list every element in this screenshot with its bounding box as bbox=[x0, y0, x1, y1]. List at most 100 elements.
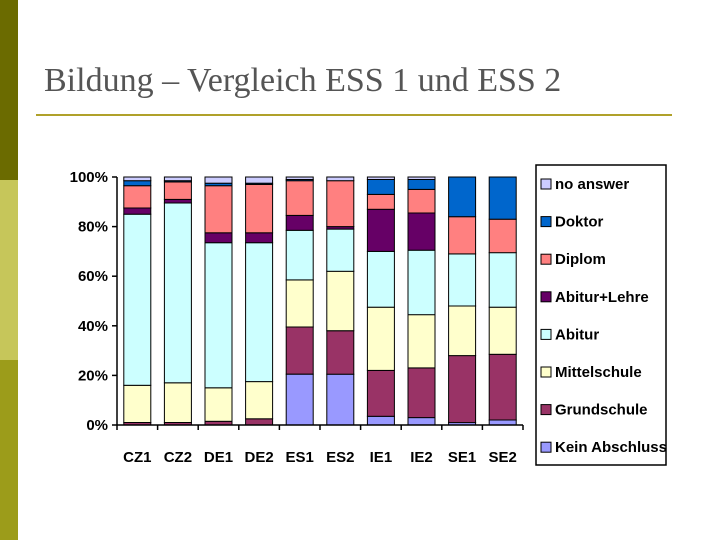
bar-se2-mittelschule bbox=[488, 306, 517, 355]
bar-es1-kein-abschluss bbox=[285, 373, 314, 426]
bar-cz1-mittelschule bbox=[123, 384, 152, 423]
bar-ie1-doktor bbox=[366, 179, 395, 195]
bar-es2-no-answer bbox=[326, 176, 355, 182]
bar-ie1-mittelschule bbox=[366, 306, 395, 371]
title-underline bbox=[36, 114, 672, 116]
y-tick-label: 100% bbox=[70, 169, 108, 186]
bar-se1-abitur bbox=[448, 253, 477, 307]
slide-title: Bildung – Vergleich ESS 1 und ESS 2 bbox=[44, 62, 562, 99]
bar-cz1-abitur-lehre bbox=[123, 207, 152, 215]
y-axis: 0% 20% 40% 60% 80% 100% bbox=[70, 169, 118, 434]
y-tick-label: 0% bbox=[86, 417, 108, 434]
legend-swatch-kein-abschluss bbox=[540, 441, 552, 453]
y-tick-label: 40% bbox=[78, 318, 108, 335]
bar-de1-abitur-lehre bbox=[204, 232, 233, 244]
x-tick-label-ie2: IE2 bbox=[410, 449, 433, 466]
x-tick-label-se2: SE2 bbox=[489, 449, 517, 466]
bar-cz1-doktor bbox=[123, 180, 152, 187]
legend-swatch-doktor bbox=[540, 216, 552, 228]
bar-cz2-diplom bbox=[163, 181, 192, 200]
legend-label-abitur-lehre: Abitur+Lehre bbox=[555, 289, 649, 306]
bar-ie1-kein-abschluss bbox=[366, 415, 395, 426]
x-tick-label-ie1: IE1 bbox=[370, 449, 393, 466]
bar-ie2-diplom bbox=[407, 188, 436, 214]
bar-de1-abitur bbox=[204, 242, 233, 389]
legend: no answer Doktor Diplom Abitur+Lehre Abitur M… bbox=[535, 164, 667, 466]
y-tick-label: 20% bbox=[78, 367, 108, 384]
x-tick-label-es1: ES1 bbox=[286, 449, 314, 466]
legend-swatch-abitur bbox=[540, 328, 552, 340]
bar-ie1-no-answer bbox=[366, 176, 395, 180]
x-tick-label-de2: DE2 bbox=[245, 449, 274, 466]
x-tick-label-cz1: CZ1 bbox=[123, 449, 151, 466]
decor-band-top bbox=[0, 0, 18, 180]
bar-se2-abitur bbox=[488, 252, 517, 308]
bar-es1-abitur bbox=[285, 229, 314, 281]
x-tick-label-cz2: CZ2 bbox=[164, 449, 192, 466]
bar-es2-diplom bbox=[326, 180, 355, 228]
bar-ie2-mittelschule bbox=[407, 314, 436, 369]
bar-es1-grundschule bbox=[285, 326, 314, 375]
plot-area bbox=[117, 176, 523, 426]
x-tick-label-se1: SE1 bbox=[448, 449, 476, 466]
legend-label-abitur: Abitur bbox=[555, 326, 599, 343]
legend-swatch-grundschule bbox=[540, 404, 552, 416]
bar-de1-no-answer bbox=[204, 176, 233, 184]
bar-se1-grundschule bbox=[448, 355, 477, 424]
bar-cz2-abitur bbox=[163, 202, 192, 384]
bar-se1-mittelschule bbox=[448, 305, 477, 357]
y-tick-label: 80% bbox=[78, 219, 108, 236]
bar-ie2-kein-abschluss bbox=[407, 417, 436, 426]
bar-es1-mittelschule bbox=[285, 279, 314, 328]
bar-cz1-no-answer bbox=[123, 176, 152, 182]
legend-label-mittelschule: Mittelschule bbox=[555, 364, 642, 381]
decor-band-bottom bbox=[0, 360, 18, 540]
bar-es1-no-answer bbox=[285, 176, 314, 180]
decor-band-middle bbox=[0, 180, 18, 360]
bar-cz2-mittelschule bbox=[163, 382, 192, 423]
bar-cz2-no-answer bbox=[163, 176, 192, 182]
bar-ie2-abitur-lehre bbox=[407, 212, 436, 251]
bar-ie1-abitur-lehre bbox=[366, 208, 395, 252]
bar-cz1-abitur bbox=[123, 213, 152, 386]
bar-es2-grundschule bbox=[326, 330, 355, 375]
bar-de1-diplom bbox=[204, 185, 233, 234]
legend-box bbox=[535, 164, 667, 466]
x-axis: CZ1 CZ2 DE1 DE2 ES1 ES2 IE1 IE2 SE1 SE2 bbox=[116, 424, 524, 466]
legend-swatch-abitur-lehre bbox=[540, 291, 552, 303]
bar-cz1-diplom bbox=[123, 185, 152, 209]
bar-es1-abitur-lehre bbox=[285, 214, 314, 231]
bar-de2-abitur-lehre bbox=[245, 232, 274, 244]
bar-de1-mittelschule bbox=[204, 387, 233, 422]
legend-swatch-no-answer bbox=[540, 178, 552, 190]
bar-se2-grundschule bbox=[488, 353, 517, 421]
bar-de2-mittelschule bbox=[245, 381, 274, 420]
legend-label-doktor: Doktor bbox=[555, 214, 603, 231]
bar-se2-doktor bbox=[488, 176, 517, 220]
legend-swatch-mittelschule bbox=[540, 366, 552, 378]
bar-ie1-diplom bbox=[366, 193, 395, 210]
bar-ie2-abitur bbox=[407, 249, 436, 316]
x-tick-label-es2: ES2 bbox=[326, 449, 354, 466]
x-tick-label-de1: DE1 bbox=[204, 449, 233, 466]
bar-es2-mittelschule bbox=[326, 270, 355, 332]
legend-label-grundschule: Grundschule bbox=[555, 402, 648, 419]
legend-swatch-diplom bbox=[540, 253, 552, 265]
bar-de2-diplom bbox=[245, 183, 274, 234]
legend-label-no-answer: no answer bbox=[555, 176, 629, 193]
bar-ie1-grundschule bbox=[366, 369, 395, 417]
bar-de2-abitur bbox=[245, 242, 274, 383]
bar-es2-kein-abschluss bbox=[326, 373, 355, 426]
bar-ie2-doktor bbox=[407, 179, 436, 190]
bar-se1-diplom bbox=[448, 216, 477, 255]
bar-ie1-abitur bbox=[366, 250, 395, 308]
bar-de2-no-answer bbox=[245, 176, 274, 184]
bar-es2-abitur bbox=[326, 228, 355, 272]
bar-ie2-no-answer bbox=[407, 176, 436, 180]
legend-label-diplom: Diplom bbox=[555, 251, 606, 268]
bar-ie2-grundschule bbox=[407, 367, 436, 419]
bar-se2-diplom bbox=[488, 218, 517, 254]
y-tick-label: 60% bbox=[78, 268, 108, 285]
bar-es1-diplom bbox=[285, 180, 314, 216]
